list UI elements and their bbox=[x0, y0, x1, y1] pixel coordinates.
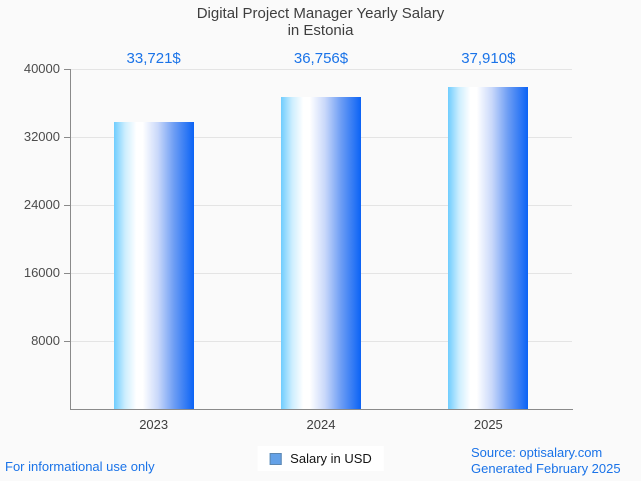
y-axis-label-40000: 40000 bbox=[23, 61, 60, 76]
source-link[interactable]: Source: optisalary.com bbox=[471, 445, 603, 460]
bar-2024 bbox=[281, 96, 361, 409]
bar-2023 bbox=[113, 122, 194, 409]
legend-item-salary[interactable]: Salary in USD bbox=[257, 446, 384, 471]
x-axis-label-2023: 2023 bbox=[139, 417, 169, 432]
y-axis-label-24000: 24000 bbox=[23, 197, 60, 212]
value-label-2025: 37,910$ bbox=[461, 50, 516, 67]
bar-2025 bbox=[448, 86, 529, 409]
legend-marker-icon bbox=[269, 452, 282, 465]
value-label-2023: 33,721$ bbox=[126, 50, 181, 67]
y-axis-label-32000: 32000 bbox=[23, 129, 60, 144]
chart-title-line2: in Estonia bbox=[287, 22, 354, 39]
generated-date: Generated February 2025 bbox=[471, 461, 621, 476]
y-axis-label-16000: 16000 bbox=[23, 265, 60, 280]
x-axis-line bbox=[70, 409, 573, 410]
source-block: Source: optisalary.com Generated Februar… bbox=[471, 445, 621, 477]
x-axis-label-2024: 2024 bbox=[306, 417, 336, 432]
chart-title: Digital Project Manager Yearly Salary in… bbox=[0, 5, 641, 39]
y-axis-line bbox=[70, 69, 71, 410]
chart-title-line1: Digital Project Manager Yearly Salary bbox=[196, 5, 445, 22]
y-tick-24000 bbox=[64, 205, 70, 206]
y-tick-40000 bbox=[64, 69, 70, 70]
disclaimer-text: For informational use only bbox=[5, 459, 155, 474]
value-label-2024: 36,756$ bbox=[293, 50, 349, 67]
y-tick-32000 bbox=[64, 137, 70, 138]
y-tick-8000 bbox=[64, 341, 70, 342]
y-axis-label-8000: 8000 bbox=[31, 333, 60, 348]
y-tick-16000 bbox=[64, 273, 70, 274]
x-axis-label-2025: 2025 bbox=[473, 417, 503, 432]
plot-area bbox=[70, 69, 572, 409]
gridline-40000 bbox=[70, 69, 572, 70]
legend-label: Salary in USD bbox=[290, 451, 372, 466]
